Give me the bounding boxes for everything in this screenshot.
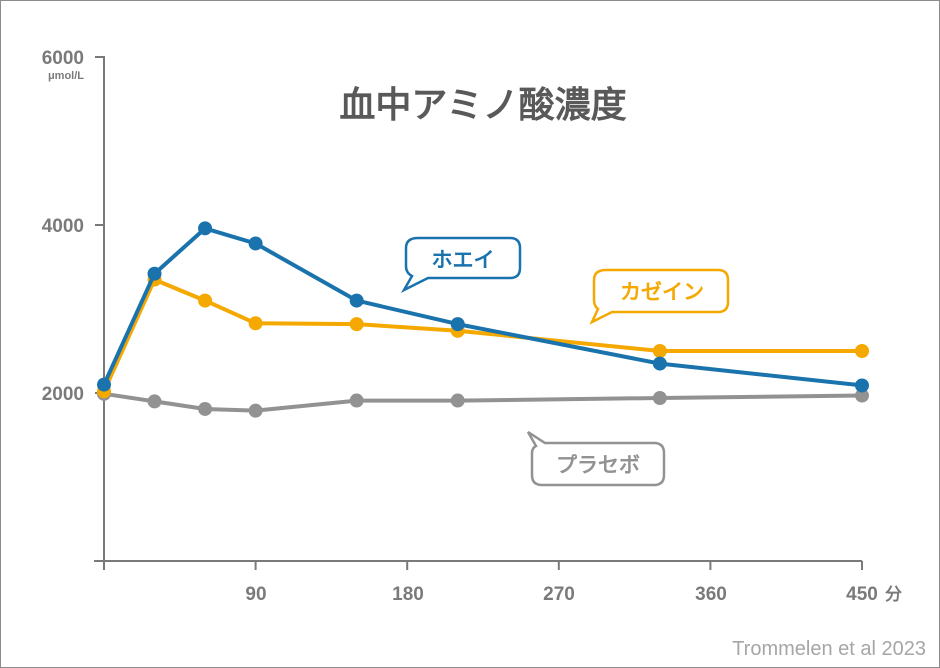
legend-label-whey: ホエイ xyxy=(432,248,495,272)
data-point xyxy=(652,356,667,371)
data-point xyxy=(147,394,162,409)
series-group xyxy=(97,221,869,418)
legend-bubble-whey: ホエイ xyxy=(400,236,522,293)
legend-bubble-casein: カゼイン xyxy=(589,268,730,325)
data-point xyxy=(652,344,667,358)
data-point xyxy=(349,293,364,308)
x-tick-label: 360 xyxy=(695,584,727,605)
data-point xyxy=(652,391,667,406)
legend-label-placebo: プラセボ xyxy=(556,453,640,477)
x-tick-label: 90 xyxy=(245,584,266,605)
series-line-2 xyxy=(103,391,863,413)
bubble-outline xyxy=(400,236,522,293)
y-tick-label: 6000 xyxy=(42,48,84,69)
data-point xyxy=(198,401,213,416)
data-point xyxy=(349,393,364,408)
x-tick-label: 180 xyxy=(392,584,424,605)
data-point xyxy=(855,344,869,358)
data-point xyxy=(198,293,213,308)
legend-label-casein: カゼイン xyxy=(620,280,704,304)
data-point xyxy=(855,388,869,403)
data-point xyxy=(349,317,364,332)
data-point xyxy=(248,236,263,251)
series-line-0 xyxy=(102,226,863,388)
bubble-outline xyxy=(589,268,730,325)
y-tick-label: 4000 xyxy=(42,216,84,237)
data-point xyxy=(147,266,162,281)
data-point xyxy=(450,393,465,408)
y-tick-label: 2000 xyxy=(42,384,84,405)
axis-ticks xyxy=(95,56,863,570)
data-point xyxy=(855,378,869,393)
data-point xyxy=(450,317,465,332)
series-line-1 xyxy=(102,277,862,393)
x-tick-label: 450 xyxy=(846,584,878,605)
x-unit-label: 分 xyxy=(885,585,902,605)
data-point xyxy=(248,316,263,331)
bubble-outline xyxy=(526,430,666,487)
chart-title: 血中アミノ酸濃度 xyxy=(339,85,626,126)
data-point xyxy=(97,377,111,392)
source-credit: Trommelen et al 2023 xyxy=(732,638,926,660)
y-unit-label: μmol/L xyxy=(48,70,84,82)
legend-bubble-placebo: プラセボ xyxy=(526,430,666,487)
data-point xyxy=(248,403,263,418)
x-tick-label: 270 xyxy=(543,584,575,605)
data-point xyxy=(198,221,213,236)
